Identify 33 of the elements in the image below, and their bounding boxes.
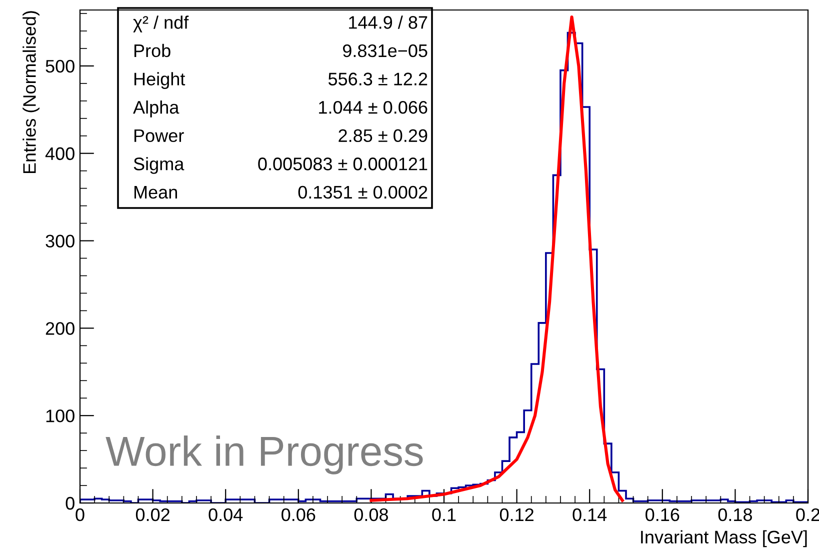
annotation: 144.9 / 87: [349, 16, 428, 29]
y-tick-label: 200: [46, 322, 74, 335]
annotation: Prob: [134, 44, 170, 58]
x-tick-label: 0.16: [646, 508, 680, 522]
annotation: 0.1351 ± 0.0002: [298, 186, 428, 199]
annotation: χ² / ndf: [133, 16, 189, 32]
x-tick-label: 0.12: [500, 508, 534, 522]
x-tick-label: 0.02: [136, 508, 170, 522]
y-tick-label: 500: [46, 60, 74, 73]
annotation: 556.3 ± 12.2: [328, 72, 428, 86]
annotation: Power: [134, 129, 184, 142]
annotation: Work in Progress: [106, 436, 423, 474]
annotation: Sigma: [134, 157, 184, 174]
x-tick-label: 0.1: [432, 508, 456, 522]
y-axis-title: Entries (Normalised): [22, 11, 40, 174]
x-tick-label: 0.08: [354, 508, 388, 522]
x-axis-title: Invariant Mass [GeV]: [641, 530, 807, 548]
y-tick-label: 300: [46, 234, 74, 248]
annotation: 9.831e−05: [343, 44, 428, 58]
x-tick-label: 0.14: [572, 508, 607, 522]
y-tick-label: 0: [66, 496, 74, 510]
annotation: Height: [134, 72, 186, 90]
annotation: 1.044 ± 0.066: [319, 100, 428, 114]
x-tick-label: 0.04: [208, 508, 243, 522]
x-tick-label: 0: [76, 508, 84, 522]
annotation: 0.005083 ± 0.000121: [258, 158, 428, 170]
y-tick-label: 100: [46, 410, 74, 422]
annotation: Alpha: [133, 100, 180, 118]
annotation: 2.85 ± 0.29: [338, 129, 428, 142]
y-tick-label: 400: [45, 147, 74, 160]
annotation: Mean: [134, 186, 177, 199]
x-tick-label: 0.18: [718, 508, 752, 522]
x-tick-label: 0.06: [282, 508, 316, 522]
